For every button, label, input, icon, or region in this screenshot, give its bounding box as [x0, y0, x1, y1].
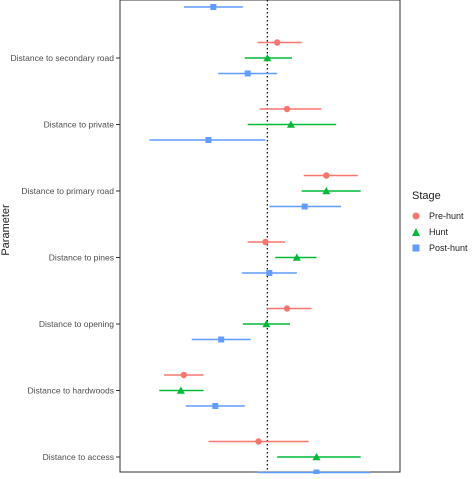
data-point — [244, 70, 251, 77]
data-point — [176, 386, 185, 394]
y-tick-label: Distance to primary road — [21, 186, 114, 196]
data-point — [273, 39, 281, 46]
legend-label: Hunt — [429, 227, 449, 237]
data-point — [312, 453, 321, 461]
data-point — [210, 4, 217, 10]
legend-label: Post-hunt — [429, 243, 468, 253]
legend-item-pre-hunt: Pre-hunt — [408, 208, 474, 224]
y-tick-label: Distance to access — [43, 452, 114, 462]
legend-item-hunt: Hunt — [408, 224, 474, 240]
legend: Stage Pre-hunt Hunt Post-hunt — [408, 190, 474, 256]
data-point — [283, 305, 291, 312]
circle-marker-icon — [408, 208, 424, 224]
y-tick-label: Distance to private — [44, 120, 115, 130]
panel-border — [119, 0, 401, 473]
y-axis-title: Parameter — [0, 204, 12, 256]
y-tick-label: Distance to opening — [39, 319, 114, 329]
data-point — [323, 172, 330, 179]
data-point — [205, 137, 212, 143]
triangle-marker-icon — [408, 224, 424, 240]
data-point — [212, 403, 219, 409]
data-point — [218, 336, 225, 343]
data-point — [180, 371, 188, 379]
legend-title: Stage — [412, 190, 441, 202]
data-point — [301, 203, 308, 210]
data-point — [263, 54, 272, 62]
data-point — [292, 253, 301, 261]
legend-label: Pre-hunt — [429, 211, 464, 221]
y-tick-label: Distance to hardwoods — [28, 386, 114, 396]
data-point — [313, 469, 320, 476]
data-point — [255, 438, 262, 445]
square-marker-icon — [408, 240, 424, 256]
data-point — [322, 187, 331, 195]
data-point — [283, 105, 291, 113]
data-point — [262, 320, 271, 328]
y-tick-label: Distance to pines — [49, 253, 114, 263]
data-point — [286, 120, 295, 128]
legend-item-post-hunt: Post-hunt — [408, 240, 474, 256]
data-point — [262, 238, 269, 246]
data-point — [266, 270, 273, 276]
y-tick-label: Distance to secondary road — [11, 53, 115, 63]
